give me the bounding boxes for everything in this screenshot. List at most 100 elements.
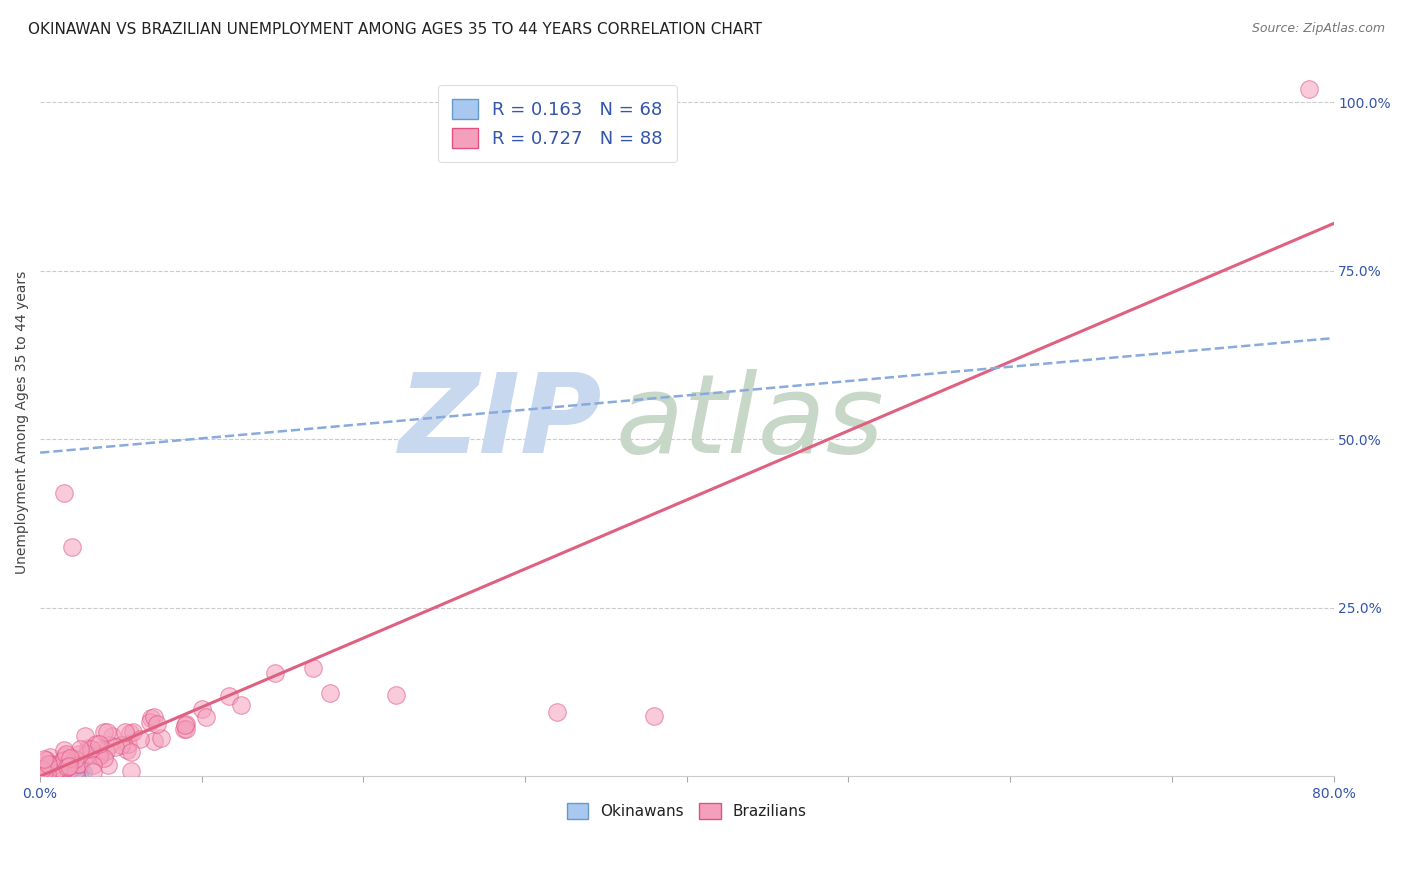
Point — [66, 757, 89, 772]
Point — [44, 767, 66, 781]
Point — [48, 761, 70, 775]
Point — [70, 769, 93, 783]
Point — [31, 763, 53, 777]
Point — [39, 749, 62, 764]
Point — [45, 757, 67, 772]
Point — [1298, 81, 1320, 95]
Point — [96, 725, 118, 739]
Point — [51, 768, 73, 782]
Point — [39, 756, 62, 771]
Point — [35, 766, 58, 780]
Point — [49, 767, 72, 781]
Point — [101, 729, 124, 743]
Point — [67, 758, 90, 772]
Point — [34, 764, 56, 779]
Point — [143, 734, 166, 748]
Point — [49, 765, 72, 780]
Point — [65, 752, 87, 766]
Point — [39, 763, 62, 777]
Point — [52, 767, 75, 781]
Point — [42, 758, 65, 772]
Point — [67, 747, 90, 761]
Point — [65, 763, 87, 777]
Point — [32, 752, 55, 766]
Point — [42, 768, 65, 782]
Point — [37, 767, 59, 781]
Point — [41, 761, 63, 775]
Point — [45, 765, 67, 780]
Point — [42, 759, 65, 773]
Point — [44, 763, 66, 777]
Point — [46, 763, 69, 777]
Point — [35, 764, 58, 779]
Point — [58, 764, 80, 778]
Point — [49, 759, 72, 773]
Point — [139, 714, 162, 729]
Point — [42, 766, 65, 780]
Point — [53, 486, 76, 500]
Point — [48, 768, 70, 782]
Point — [35, 760, 58, 774]
Point — [174, 716, 197, 731]
Point — [93, 725, 115, 739]
Point — [62, 540, 84, 554]
Point — [174, 722, 197, 736]
Point — [643, 708, 665, 723]
Point — [76, 747, 98, 761]
Point — [30, 763, 52, 777]
Point — [63, 769, 86, 783]
Point — [115, 743, 138, 757]
Point — [31, 766, 53, 780]
Point — [231, 698, 253, 713]
Point — [59, 751, 82, 765]
Point — [86, 737, 108, 751]
Point — [52, 767, 75, 781]
Y-axis label: Unemployment Among Ages 35 to 44 years: Unemployment Among Ages 35 to 44 years — [15, 270, 30, 574]
Point — [55, 760, 77, 774]
Point — [58, 758, 80, 772]
Point — [31, 762, 53, 776]
Point — [263, 665, 285, 680]
Point — [42, 761, 65, 775]
Point — [98, 738, 121, 752]
Point — [104, 740, 127, 755]
Point — [194, 710, 217, 724]
Point — [67, 767, 90, 781]
Point — [39, 764, 62, 778]
Point — [44, 769, 66, 783]
Point — [37, 764, 59, 779]
Point — [52, 762, 75, 776]
Point — [53, 753, 76, 767]
Point — [37, 761, 59, 775]
Point — [46, 769, 69, 783]
Point — [53, 762, 76, 776]
Point — [51, 767, 73, 781]
Point — [385, 688, 408, 702]
Point — [35, 765, 58, 780]
Point — [32, 759, 55, 773]
Point — [67, 768, 90, 782]
Point — [89, 748, 111, 763]
Point — [82, 765, 104, 780]
Point — [32, 764, 55, 779]
Point — [42, 763, 65, 777]
Point — [46, 765, 69, 780]
Point — [56, 756, 79, 771]
Point — [59, 768, 82, 782]
Point — [39, 761, 62, 775]
Point — [79, 747, 101, 761]
Point — [53, 749, 76, 764]
Point — [35, 767, 58, 781]
Point — [51, 754, 73, 768]
Point — [51, 765, 73, 780]
Point — [59, 757, 82, 772]
Point — [120, 726, 142, 740]
Point — [142, 710, 165, 724]
Point — [110, 738, 132, 752]
Legend: Okinawans, Brazilians: Okinawans, Brazilians — [561, 797, 813, 825]
Point — [218, 689, 240, 703]
Point — [114, 725, 136, 739]
Point — [546, 705, 568, 719]
Point — [41, 769, 63, 783]
Point — [48, 756, 70, 771]
